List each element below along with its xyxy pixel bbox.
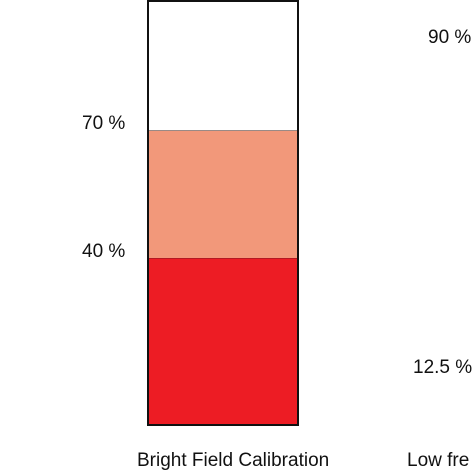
threshold-label-70: 70 % xyxy=(82,113,126,134)
threshold-label-90: 90 % xyxy=(428,27,472,48)
caption-low-frequency: Low fre xyxy=(407,450,470,471)
band-bottom xyxy=(149,258,297,424)
calibration-bar xyxy=(147,0,299,426)
band-top xyxy=(149,2,297,130)
caption-bright-field: Bright Field Calibration xyxy=(137,450,330,471)
band-middle xyxy=(149,130,297,258)
threshold-label-40: 40 % xyxy=(82,241,126,262)
threshold-label-12-5: 12.5 % xyxy=(413,357,473,378)
